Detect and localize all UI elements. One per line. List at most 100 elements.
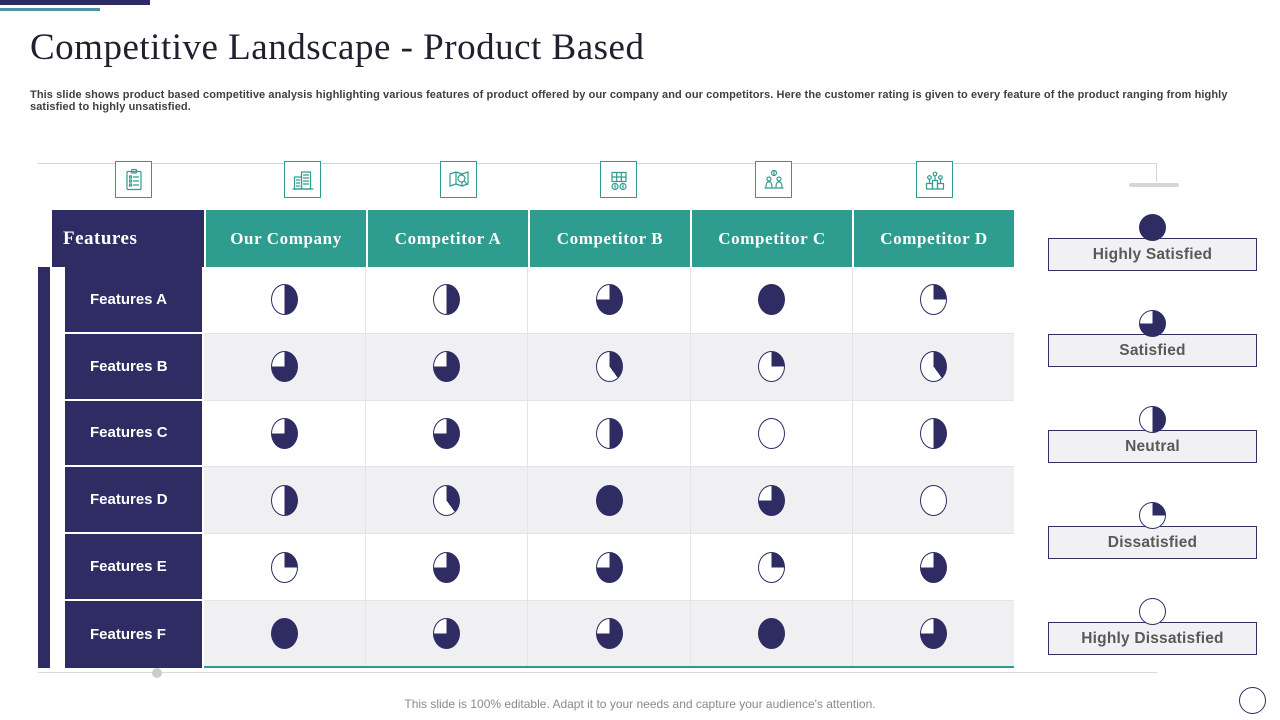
harvey-ball-40	[919, 351, 947, 383]
rating-cell	[527, 467, 689, 534]
harvey-ball-100	[271, 617, 299, 649]
harvey-ball-50	[595, 417, 623, 449]
legend-item: Dissatisfied	[1048, 502, 1257, 559]
column-header-competitor-a: Competitor A	[368, 210, 528, 267]
legend-label-box: Highly Dissatisfied	[1048, 622, 1257, 655]
accent-bar-navy	[0, 0, 150, 5]
rating-cell	[365, 333, 527, 400]
harvey-ball-75	[595, 284, 623, 316]
harvey-ball-100	[757, 617, 785, 649]
feature-row: Features F	[52, 600, 1014, 668]
accent-bar-teal	[0, 8, 100, 11]
scrollbar-track-bottom	[38, 672, 1157, 673]
rating-cell	[204, 334, 365, 400]
placeholder-frame-top	[38, 163, 1157, 164]
rating-cell	[527, 534, 689, 600]
harvey-ball-100	[595, 484, 623, 516]
rating-cell	[689, 400, 852, 467]
harvey-ball-75	[919, 551, 947, 583]
rating-cell	[365, 534, 527, 600]
feature-label: Features E	[65, 534, 202, 601]
harvey-ball-75	[595, 617, 623, 649]
legend-label-box: Satisfied	[1048, 334, 1257, 367]
placeholder-frame-right	[1156, 163, 1157, 182]
harvey-ball-75	[595, 551, 623, 583]
feature-label: Features C	[65, 400, 202, 468]
feature-label: Features F	[65, 600, 202, 668]
legend-harvey-ball-50	[1139, 406, 1166, 433]
rating-cell	[851, 534, 1014, 600]
column-header-competitor-c: Competitor C	[692, 210, 852, 267]
finance-coins-icon	[600, 161, 637, 198]
harvey-ball-75	[433, 617, 461, 649]
harvey-ball-75	[433, 551, 461, 583]
rating-cell	[527, 600, 689, 666]
rating-cell	[689, 333, 852, 400]
legend-item: Highly Satisfied	[1048, 214, 1257, 271]
feature-label: Features A	[65, 267, 202, 334]
scrollbar-thumb-horizontal[interactable]	[1129, 183, 1179, 187]
page-title: Competitive Landscape - Product Based	[30, 27, 645, 68]
harvey-ball-75	[271, 351, 299, 383]
rating-cell	[689, 267, 852, 333]
rating-cell	[365, 267, 527, 333]
legend-harvey-ball-0	[1139, 598, 1166, 625]
legend-label-box: Dissatisfied	[1048, 526, 1257, 559]
rating-cell	[851, 467, 1014, 534]
harvey-ball-25	[757, 351, 785, 383]
feature-row: Features A	[52, 267, 1014, 334]
ranking-podium-icon	[916, 161, 953, 198]
rating-cell	[527, 267, 689, 333]
rating-cell	[851, 333, 1014, 400]
rating-cell	[204, 534, 365, 600]
harvey-ball-40	[595, 351, 623, 383]
rating-cell	[204, 267, 365, 333]
harvey-ball-0	[919, 484, 947, 516]
harvey-ball-25	[757, 551, 785, 583]
comparison-table-body: Features A Features B Features C Features D…	[52, 267, 1014, 668]
deal-people-money-icon	[755, 161, 792, 198]
legend-harvey-ball-25	[1139, 502, 1166, 529]
harvey-ball-100	[757, 284, 785, 316]
feature-row: Features E	[52, 534, 1014, 601]
rating-cell	[365, 600, 527, 666]
column-header-competitor-b: Competitor B	[530, 210, 690, 267]
footer-note: This slide is 100% editable. Adapt it to…	[404, 697, 876, 711]
legend-item: Neutral	[1048, 406, 1257, 463]
checklist-icon	[115, 161, 152, 198]
rating-cell	[204, 467, 365, 533]
feature-row: Features C	[52, 400, 1014, 468]
rating-legend: Highly Satisfied Satisfied Neutral Dissatis…	[1048, 214, 1257, 694]
table-header-row: Features Our Company Competitor A Competit…	[52, 210, 1014, 267]
column-header-competitor-d: Competitor D	[854, 210, 1014, 267]
rating-cell	[365, 400, 527, 467]
market-map-search-icon	[440, 161, 477, 198]
legend-item: Highly Dissatisfied	[1048, 598, 1257, 655]
harvey-ball-50	[433, 284, 461, 316]
slide-subtitle: This slide shows product based competiti…	[30, 89, 1228, 113]
rating-cell	[689, 600, 852, 666]
rating-cell	[689, 467, 852, 534]
harvey-ball-50	[271, 284, 299, 316]
feature-label: Features B	[65, 333, 202, 401]
rating-cell	[527, 400, 689, 467]
corner-circle-decoration	[1239, 687, 1266, 714]
legend-harvey-ball-75	[1139, 310, 1166, 337]
harvey-ball-0	[757, 417, 785, 449]
features-column-header: Features	[52, 210, 204, 267]
harvey-ball-25	[271, 551, 299, 583]
rating-cell	[689, 534, 852, 600]
scrollbar-handle[interactable]	[152, 668, 162, 678]
feature-row: Features D	[52, 467, 1014, 535]
harvey-ball-50	[271, 484, 299, 516]
feature-row: Features B	[52, 333, 1014, 401]
legend-label-box: Neutral	[1048, 430, 1257, 463]
table-side-strip	[38, 267, 50, 668]
rating-cell	[851, 400, 1014, 467]
rating-cell	[204, 401, 365, 467]
rating-cell	[851, 600, 1014, 666]
harvey-ball-75	[919, 617, 947, 649]
harvey-ball-75	[757, 484, 785, 516]
rating-cell	[365, 467, 527, 534]
